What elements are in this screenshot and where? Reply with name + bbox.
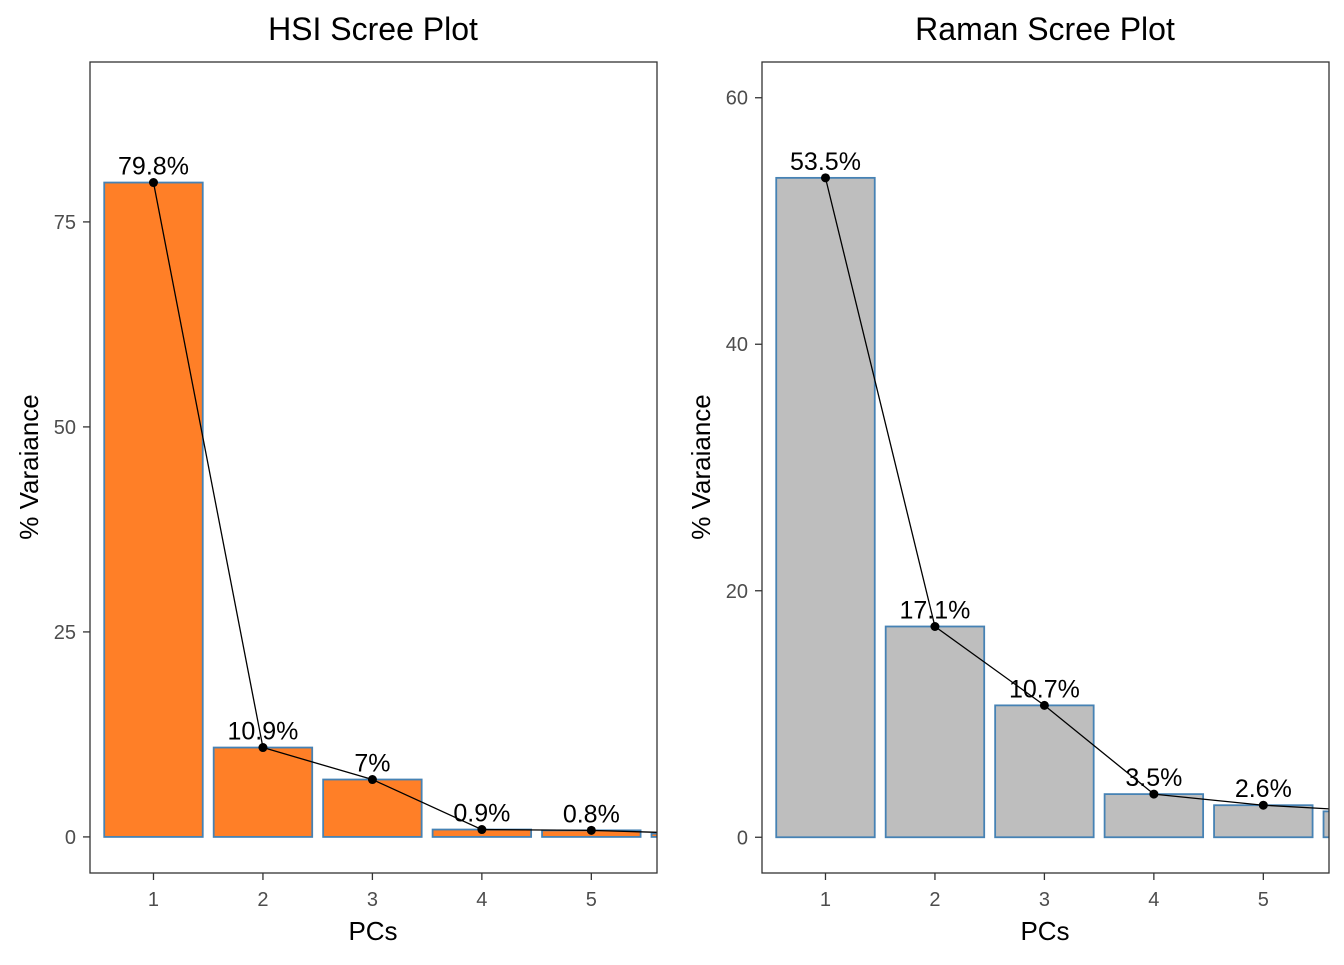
raman-axis-ticks: 1 2 3 4 5 0 20 40 60 xyxy=(726,88,1269,911)
hsi-bar-pc6 xyxy=(650,832,657,838)
hsi-data-label-pc2: 10.9% xyxy=(228,718,299,746)
raman-point-pc5 xyxy=(1258,800,1268,810)
raman-scree-line xyxy=(824,177,1329,810)
raman-marks: 53.5% 17.1% 10.7% 3.5% 2.6% xyxy=(775,148,1329,839)
hsi-y-axis-title: % Varaiance xyxy=(14,394,44,540)
hsi-x-tick-label-1: 1 xyxy=(148,889,159,911)
hsi-point-pc3 xyxy=(367,775,377,785)
hsi-x-axis-title: PCs xyxy=(348,916,397,946)
hsi-point-pc6 xyxy=(696,829,705,838)
raman-data-label-pc5: 2.6% xyxy=(1235,775,1292,803)
raman-bar-pc5 xyxy=(1213,804,1314,839)
hsi-x-tick-label-3: 3 xyxy=(367,889,378,911)
raman-x-axis-title: PCs xyxy=(1020,916,1069,946)
raman-plot-area: 53.5% 17.1% 10.7% 3.5% 2.6% xyxy=(775,148,1329,839)
hsi-data-label-pc1: 79.8% xyxy=(118,153,189,181)
raman-bar-pc1 xyxy=(775,176,876,839)
hsi-x-tick-label-5: 5 xyxy=(586,889,597,911)
hsi-y-tick-label-0: 0 xyxy=(65,827,76,849)
hsi-marks: 79.8% 10.9% 7% 0.9% 0.8% xyxy=(103,153,705,838)
raman-data-label-pc3: 10.7% xyxy=(1009,675,1080,703)
raman-y-tick-label-0: 0 xyxy=(737,827,748,849)
hsi-bar-pc1 xyxy=(103,181,204,838)
hsi-plot-area: 79.8% 10.9% 7% 0.9% 0.8% xyxy=(103,153,705,838)
hsi-point-pc5 xyxy=(586,825,596,835)
hsi-y-tick-label-50: 50 xyxy=(54,417,76,439)
raman-x-tick-label-4: 4 xyxy=(1148,889,1159,911)
hsi-point-pc4 xyxy=(477,825,487,835)
raman-x-tick-label-2: 2 xyxy=(929,889,940,911)
raman-data-label-pc2: 17.1% xyxy=(900,596,971,624)
hsi-chart-title: HSI Scree Plot xyxy=(268,11,478,47)
hsi-y-tick-label-25: 25 xyxy=(54,622,76,644)
hsi-scree-line xyxy=(152,182,657,833)
raman-x-tick-label-3: 3 xyxy=(1039,889,1050,911)
hsi-data-label-pc3: 7% xyxy=(354,750,390,778)
hsi-bar-pc2 xyxy=(212,746,314,838)
raman-x-tick-label-5: 5 xyxy=(1258,889,1269,911)
raman-y-tick-label-40: 40 xyxy=(726,334,748,356)
hsi-x-tick-label-2: 2 xyxy=(257,889,268,911)
raman-chart-title: Raman Scree Plot xyxy=(915,11,1175,47)
raman-point-pc2 xyxy=(930,621,940,631)
raman-bar-pc2 xyxy=(884,625,986,839)
raman-point-pc3 xyxy=(1039,700,1049,710)
raman-y-tick-label-60: 60 xyxy=(726,88,748,110)
hsi-x-tick-label-4: 4 xyxy=(476,889,487,911)
hsi-data-label-pc5: 0.8% xyxy=(563,800,620,828)
raman-panel: Raman Scree Plot 53.5% 17.1% 10.7% 3.5% 2.6%… xyxy=(686,11,1330,946)
hsi-panel: HSI Scree Plot 79.8% 10.9% 7% 0.9% 0.8% 1 2 3 4… xyxy=(14,11,705,946)
raman-y-axis-title: % Varaiance xyxy=(686,394,716,540)
hsi-data-label-pc4: 0.9% xyxy=(453,800,510,828)
hsi-point-pc2 xyxy=(258,743,268,753)
raman-bar-pc4 xyxy=(1103,793,1205,839)
raman-bar-pc6 xyxy=(1322,810,1329,839)
hsi-y-tick-label-75: 75 xyxy=(54,212,76,234)
hsi-panel-border xyxy=(89,61,658,874)
raman-point-pc1 xyxy=(820,173,830,183)
hsi-bar-pc3 xyxy=(322,778,423,838)
raman-x-tick-label-1: 1 xyxy=(820,889,831,911)
raman-point-pc4 xyxy=(1149,789,1159,799)
raman-data-label-pc4: 3.5% xyxy=(1125,764,1182,792)
raman-bar-pc3 xyxy=(994,704,1095,839)
raman-panel-border xyxy=(761,61,1330,874)
raman-data-label-pc1: 53.5% xyxy=(790,148,861,176)
raman-y-tick-label-20: 20 xyxy=(726,581,748,603)
hsi-point-pc1 xyxy=(148,178,158,188)
